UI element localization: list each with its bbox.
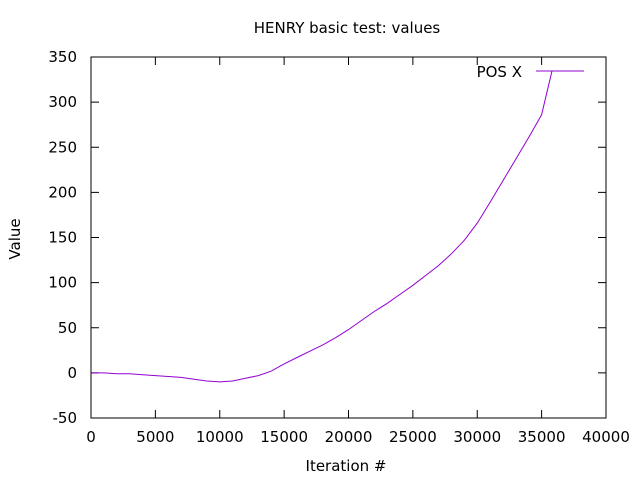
series-layer [91,71,553,383]
y-tick-label: 0 [67,364,77,382]
x-tick-label: 10000 [196,428,244,446]
x-tick-label: 15000 [260,428,308,446]
y-tick-label: 50 [58,319,77,337]
plot-frame [90,56,607,419]
y-tick-label: -50 [53,409,78,427]
y-tick-label: 100 [48,274,77,292]
y-tick-label: 250 [48,138,77,156]
y-tick-label: 200 [48,183,77,201]
x-tick-label: 0 [86,428,96,446]
x-tick-label: 30000 [453,428,501,446]
y-tick-label: 300 [48,93,77,111]
chart-title: HENRY basic test: values [254,19,441,37]
x-tick-label: 5000 [136,428,174,446]
y-tick-label: 350 [48,48,77,66]
y-axis-label: Value [6,218,24,259]
x-tick-label: 40000 [582,428,630,446]
axes: 0 5000 10000 15000 20000 25000 30000 35000 40000… [48,48,630,446]
x-tick-label: 25000 [389,428,437,446]
legend: POS X [477,63,584,81]
x-tick-label: 20000 [325,428,373,446]
x-tick-label: 35000 [518,428,566,446]
y-tick-label: 150 [48,229,77,247]
x-axis-label: Iteration # [306,457,387,475]
series-line-pos-x [91,71,553,383]
legend-label-pos-x: POS X [477,63,522,81]
